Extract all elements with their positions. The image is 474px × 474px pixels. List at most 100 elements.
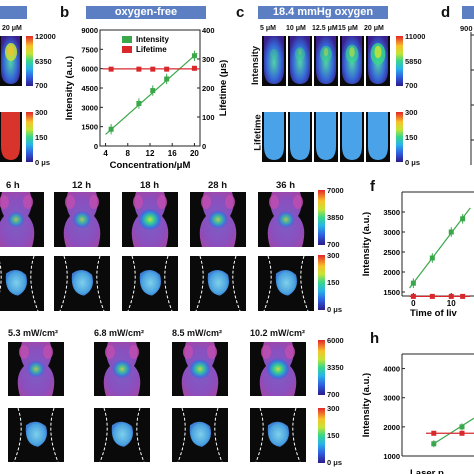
panel-g-power-label: 5.3 mW/cm² <box>8 328 59 338</box>
legend-label: Lifetime <box>136 45 167 54</box>
y-tick-label: 4000 <box>383 365 400 374</box>
panel-e-lifetime-tile <box>0 256 44 311</box>
panel-g-lifetime-tile <box>250 408 306 462</box>
panel-h-chart: 1000 2000 3000 4000 Laser p Intensity (a.u.) <box>361 353 474 474</box>
panel-g-cbar-tick: 3350 <box>327 363 344 372</box>
panel-c-intensity-tube <box>314 36 338 86</box>
panel-c-intensity-tube <box>340 36 364 86</box>
data-point <box>448 293 454 299</box>
panel-g-intensity-colorbar <box>318 340 325 395</box>
panel-b-label: b <box>60 4 70 21</box>
panel-a-cbar-tick: 300 <box>35 108 48 117</box>
panel-e-lifetime-tile <box>258 256 314 311</box>
y2-tick-label: 300 <box>202 55 215 64</box>
y-tick-label: 2000 <box>383 423 400 432</box>
panel-e-lifetime-tile <box>122 256 178 311</box>
intensity-point <box>108 126 114 132</box>
y2-tick-label: 0 <box>202 142 206 151</box>
panel-e-intensity-tile <box>54 192 110 247</box>
panel-c-cbar-tick: 150 <box>405 133 418 142</box>
lifetime-point <box>136 66 142 72</box>
x-tick-label: 4 <box>103 149 108 158</box>
y-tick-label: 1500 <box>81 123 98 132</box>
data-point <box>460 216 466 222</box>
x-tick-label: 8 <box>126 149 131 158</box>
y2-tick-label: 200 <box>202 84 215 93</box>
y-tick-label: 2500 <box>383 248 400 257</box>
panel-g-cbar-tick: 6000 <box>327 336 344 345</box>
panel-g-cbar-tick: 300 <box>327 404 340 413</box>
y-tick-label: 2000 <box>383 268 400 277</box>
panel-g-power-label: 8.5 mW/cm² <box>172 328 223 338</box>
data-point <box>459 430 465 436</box>
panel-f-label: f <box>370 178 375 195</box>
panel-c-cbar-tick: 300 <box>405 108 418 117</box>
panel-c-cbar-tick: 700 <box>405 81 418 90</box>
panel-g-intensity-tile <box>250 342 306 396</box>
panel-e-time-label: 36 h <box>276 180 296 191</box>
data-point <box>410 293 416 299</box>
legend-label: Intensity <box>136 35 169 44</box>
panel-e-cbar-tick: 300 <box>327 251 340 260</box>
y-tick-label: 1500 <box>383 288 400 297</box>
panel-g-power-label: 6.8 mW/cm² <box>94 328 145 338</box>
panel-g-lifetime-tile <box>94 408 150 462</box>
panel-c-cbar-tick: 11000 <box>405 32 426 41</box>
panel-e-time-label: 18 h <box>140 180 160 191</box>
panel-e-intensity-tile <box>258 192 314 247</box>
panel-a-cbar-tick: 700 <box>35 81 48 90</box>
intensity-point <box>150 88 156 94</box>
panel-a-lifetime-colorbar <box>26 112 33 162</box>
data-point <box>459 424 465 430</box>
intensity-point <box>191 53 197 59</box>
y2-tick-label: 100 <box>202 113 215 122</box>
panel-g-intensity-tile <box>8 342 64 396</box>
x-tick-label: 20 <box>190 149 199 158</box>
y2-tick-label: 400 <box>202 26 215 35</box>
panel-e-time-label: 28 h <box>208 180 228 191</box>
legend-swatch <box>122 46 132 53</box>
x-tick-label: 12 <box>146 149 155 158</box>
panel-c-title: 18.4 mmHg oxygen <box>258 6 388 19</box>
panel-c-lifetime-tube <box>314 112 338 162</box>
lifetime-point <box>164 66 170 72</box>
data-point <box>460 293 466 299</box>
intensity-fit-line <box>105 52 198 135</box>
panel-e-intensity-tile <box>0 192 44 247</box>
panel-c-conc-label: 20 μM <box>364 25 384 32</box>
x-tick-label: 0 <box>411 299 416 308</box>
panel-g-lifetime-tile <box>8 408 64 462</box>
intensity-point <box>136 100 142 106</box>
y-axis-label: Intensity (a.u.) <box>361 212 372 276</box>
panel-e-lifetime-tile <box>54 256 110 311</box>
lifetime-point <box>108 66 114 72</box>
panel-c-lifetime-tube <box>288 112 312 162</box>
x-tick-label: 16 <box>168 149 177 158</box>
panel-g-lifetime-tile <box>172 408 228 462</box>
y-tick-label: 1000 <box>383 452 400 461</box>
panel-g-cbar-tick: 0 μs <box>327 458 343 467</box>
panel-c-cbar-tick: 5850 <box>405 57 422 66</box>
panel-g-cbar-tick: 700 <box>327 390 340 399</box>
panel-c-conc-label: 15 μM <box>338 25 358 32</box>
panel-e-lifetime-tile <box>190 256 246 311</box>
panel-c-row-label-intensity: Intensity <box>250 45 262 86</box>
panel-c-intensity-tube <box>366 36 390 86</box>
data-point <box>410 280 416 286</box>
panel-c-lifetime-tube <box>340 112 364 162</box>
panel-a-conc-label: 20 μM <box>2 25 22 32</box>
y-tick-label: 3000 <box>81 103 98 112</box>
legend-swatch <box>122 36 132 43</box>
panel-c-intensity-tube <box>288 36 312 86</box>
series-line <box>409 207 471 289</box>
panel-e-intensity-tile <box>122 192 178 247</box>
y-tick-label: 3500 <box>383 208 400 217</box>
panel-b-chart: 4 8 12 16 2001500300045006000750090000100200… <box>64 26 229 171</box>
data-point <box>429 293 435 299</box>
panel-e-cbar-tick: 3850 <box>327 213 344 222</box>
y-tick-label: 6000 <box>81 65 98 74</box>
panel-c-conc-label: 10 μM <box>286 25 306 32</box>
panel-a-lifetime-tube <box>0 112 22 162</box>
panel-e-lifetime-colorbar <box>318 255 325 310</box>
